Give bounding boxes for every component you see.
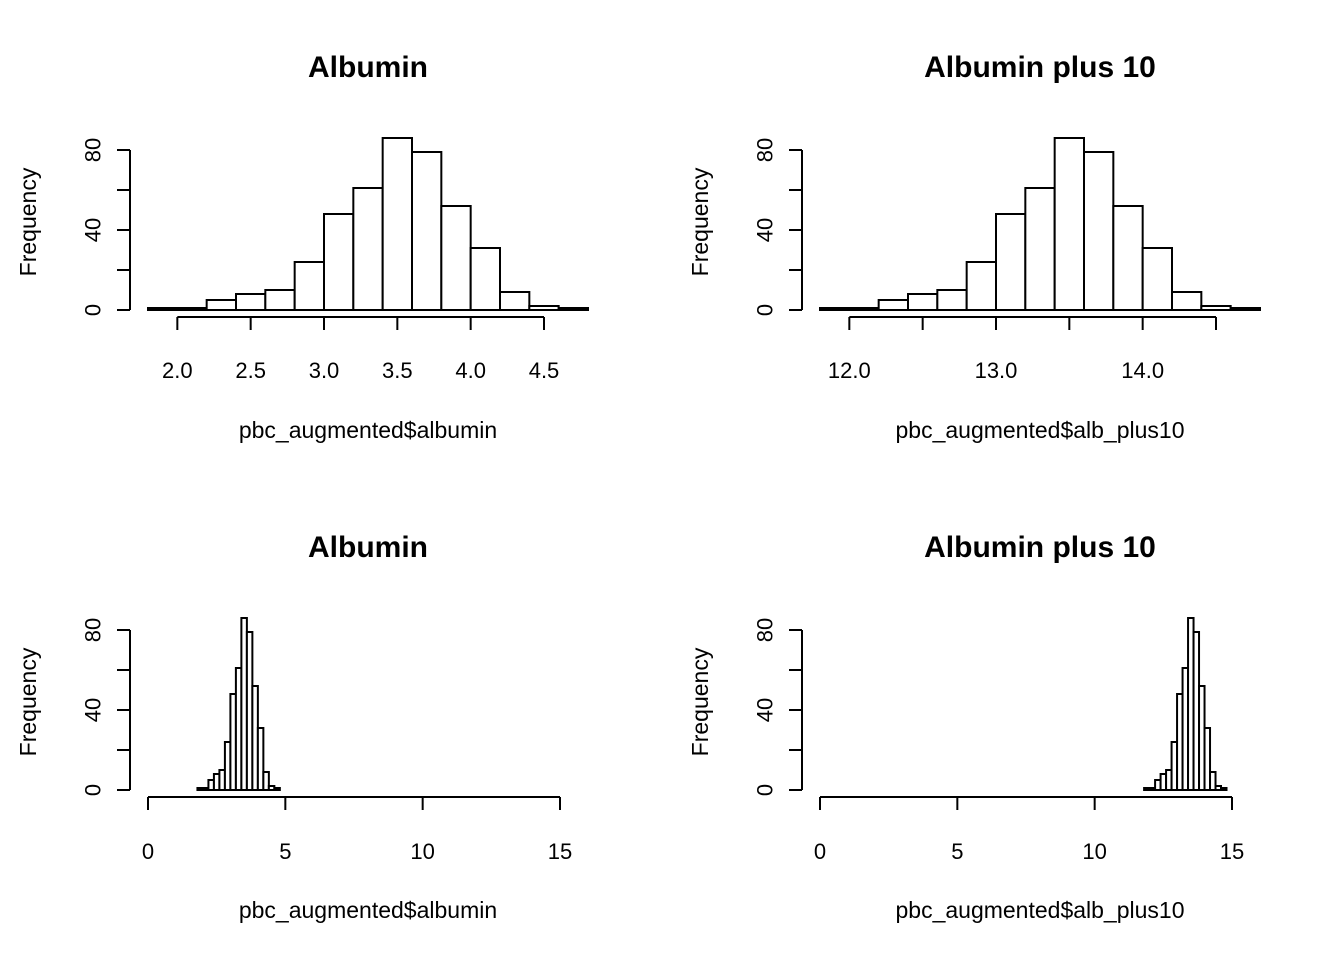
- histogram-bar: [147, 307, 179, 311]
- histogram-bar: [877, 299, 910, 311]
- histogram-bar: [1024, 187, 1056, 311]
- histogram-bar: [819, 307, 851, 311]
- histogram-panel-3: Albumin 0 5 10 15 0 40 80 pbc_augmented$albumin F…: [15, 531, 572, 923]
- y-tick-label: 0: [81, 784, 106, 796]
- x-tick-label: 15: [1220, 839, 1244, 864]
- x-tick-label: 5: [279, 839, 291, 864]
- histogram-bar: [293, 261, 325, 311]
- x-axis-label: pbc_augmented$albumin: [239, 897, 497, 923]
- histogram-bar: [1229, 307, 1261, 311]
- x-tick-label: 2.0: [162, 358, 193, 383]
- y-tick-label: 40: [753, 218, 778, 242]
- histogram-bar: [1209, 771, 1217, 791]
- x-tick-label: 3.5: [382, 358, 413, 383]
- histogram-bar: [1220, 787, 1228, 791]
- y-axis-label: Frequency: [687, 167, 713, 276]
- y-axis-label: Frequency: [15, 167, 41, 276]
- histogram-bar: [440, 205, 472, 311]
- histogram-bar: [1203, 727, 1212, 791]
- histogram-bar: [235, 293, 267, 311]
- x-tick-label: 2.5: [235, 358, 266, 383]
- y-axis-label: Frequency: [687, 647, 713, 756]
- y-tick-label: 40: [81, 218, 106, 242]
- histogram-panel-4: Albumin plus 10 0 5 10 15 0 40 80 pbc_augmented$…: [687, 531, 1244, 923]
- x-axis-label: pbc_augmented$alb_plus10: [895, 897, 1184, 923]
- y-tick-label: 40: [753, 698, 778, 722]
- y-axis-label: Frequency: [15, 647, 41, 756]
- histogram-bar: [557, 307, 590, 311]
- y-tick-label: 80: [81, 618, 106, 642]
- y-tick-label: 80: [753, 618, 778, 642]
- x-axis-label: pbc_augmented$albumin: [239, 417, 497, 443]
- histogram-bar: [1053, 137, 1085, 311]
- histogram-bar: [1171, 291, 1203, 311]
- histogram-bar: [381, 137, 413, 311]
- y-tick-label: 0: [753, 304, 778, 316]
- histogram-bar: [205, 299, 238, 311]
- x-tick-label: 15: [548, 839, 572, 864]
- x-tick-label: 5: [951, 839, 963, 864]
- histogram-bar: [176, 307, 208, 311]
- histogram-bar: [1200, 305, 1232, 311]
- chart-title: Albumin plus 10: [924, 531, 1156, 564]
- histogram-bar: [848, 307, 880, 311]
- x-tick-label: 13.0: [975, 358, 1018, 383]
- chart-title: Albumin plus 10: [924, 51, 1156, 84]
- histogram-bar: [907, 293, 939, 311]
- x-tick-label: 12.0: [828, 358, 871, 383]
- x-tick-label: 0: [142, 839, 154, 864]
- histogram-bar: [273, 787, 281, 791]
- y-tick-label: 80: [753, 138, 778, 162]
- histogram-bar: [264, 289, 296, 311]
- x-axis-label: pbc_augmented$alb_plus10: [895, 417, 1184, 443]
- x-tick-label: 14.0: [1121, 358, 1164, 383]
- histogram-bar: [499, 291, 531, 311]
- histogram-bar: [469, 247, 501, 311]
- histogram-bar: [965, 261, 998, 311]
- x-tick-label: 10: [1082, 839, 1106, 864]
- histogram-bar: [352, 187, 384, 311]
- y-tick-label: 0: [81, 304, 106, 316]
- histogram-bar: [936, 289, 968, 311]
- histogram-bar: [1083, 151, 1115, 311]
- chart-title: Albumin: [308, 51, 428, 84]
- histogram-bar: [1141, 247, 1173, 311]
- histogram-bar: [1112, 205, 1144, 311]
- y-tick-label: 40: [81, 698, 106, 722]
- x-tick-label: 4.5: [529, 358, 560, 383]
- histogram-panel-1: Albumin 2.0 2.5 3.0 3.5 4.0 4.5 0 40 80 pbc_augmen…: [15, 51, 590, 443]
- histogram-bar: [256, 727, 265, 791]
- histogram-panel-2: Albumin plus 10 12.0 13.0 14.0 0 40 80 pbc_augm…: [687, 51, 1261, 443]
- x-tick-label: 0: [814, 839, 826, 864]
- x-tick-label: 3.0: [309, 358, 340, 383]
- x-tick-label: 4.0: [455, 358, 486, 383]
- histogram-bar: [411, 151, 443, 311]
- histogram-bar: [262, 771, 270, 791]
- y-tick-label: 80: [81, 138, 106, 162]
- histogram-bar: [528, 305, 560, 311]
- histogram-bar: [323, 213, 355, 311]
- x-tick-label: 10: [410, 839, 434, 864]
- chart-title: Albumin: [308, 531, 428, 564]
- histogram-bar: [995, 213, 1027, 311]
- y-tick-label: 0: [753, 784, 778, 796]
